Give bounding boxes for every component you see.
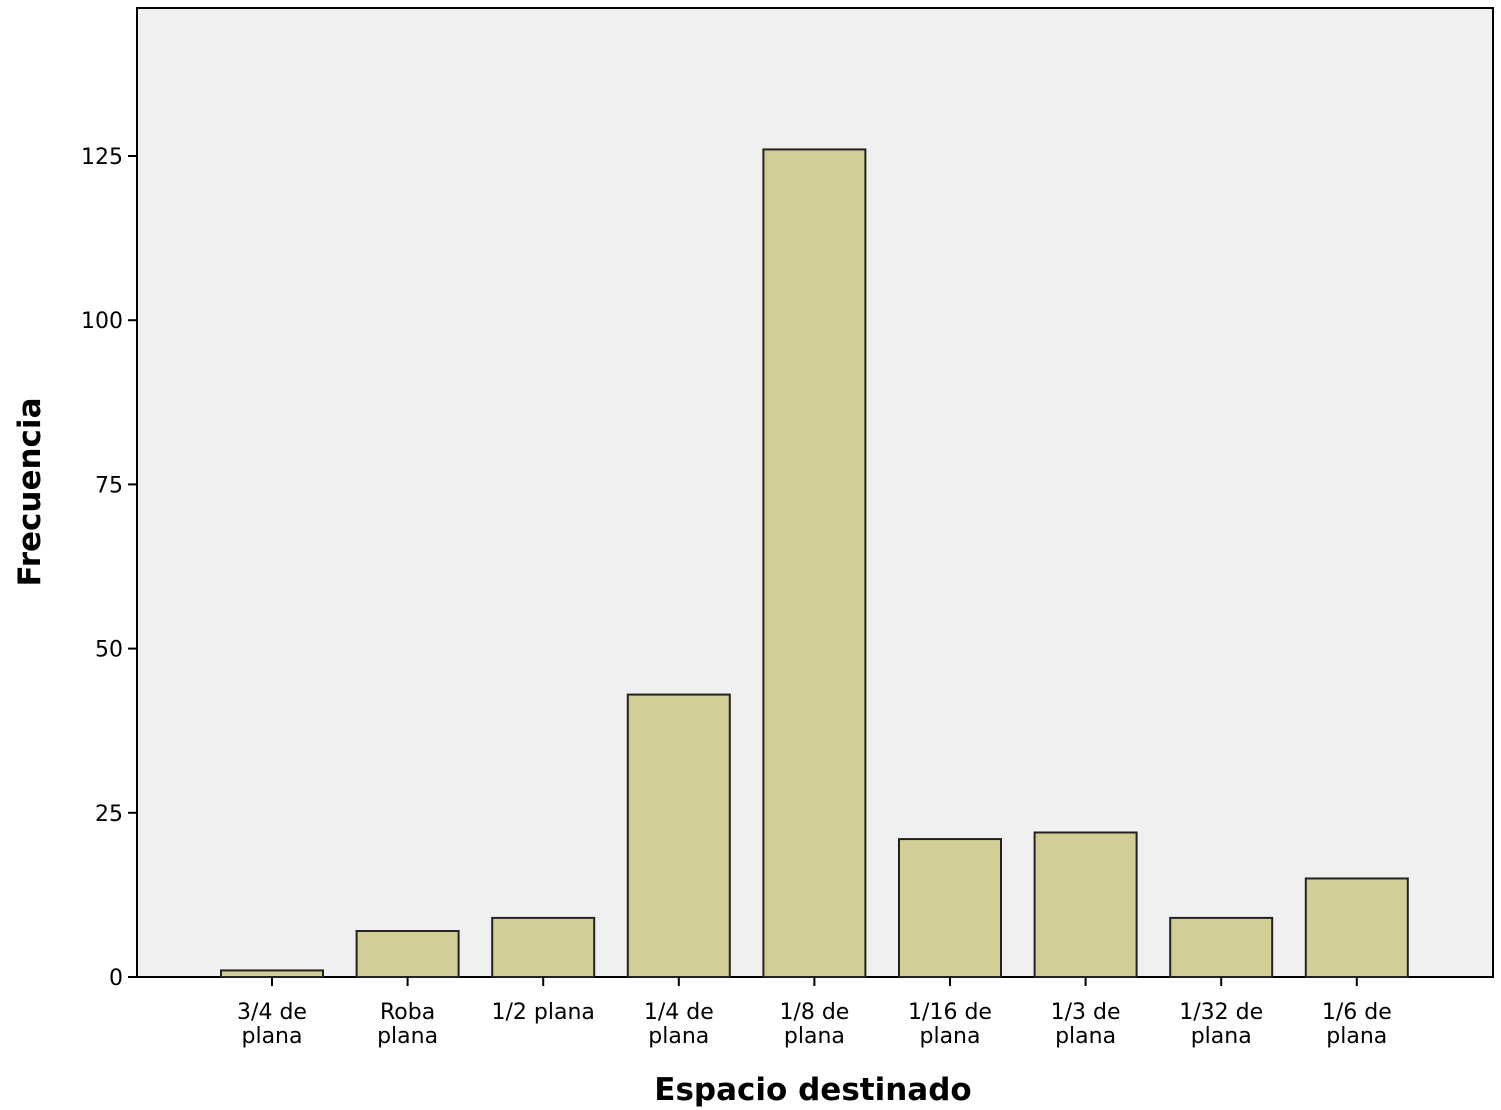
- x-tick-label: 1/16 de plana: [908, 1000, 992, 1049]
- y-tick-label: 100: [81, 309, 123, 334]
- x-tick-label: 1/8 de plana: [779, 1000, 849, 1049]
- bar: [762, 148, 867, 978]
- bar: [1304, 877, 1409, 978]
- y-axis: 0 25 50 75 100 125: [81, 145, 137, 991]
- bar: [491, 916, 596, 978]
- x-tick-label: 1/4 de plana: [644, 1000, 714, 1049]
- x-tick-label: 3/4 de plana: [237, 1000, 307, 1049]
- x-tick-label: 1/32 de plana: [1179, 1000, 1263, 1049]
- x-tick-label: 1/3 de plana: [1051, 1000, 1121, 1049]
- y-axis-title: Frecuencia: [12, 398, 48, 587]
- bar: [355, 930, 460, 978]
- y-tick-label: 50: [95, 638, 123, 663]
- bar: [1169, 916, 1274, 978]
- y-tick-label: 75: [95, 473, 123, 498]
- y-tick-label: 125: [81, 145, 123, 170]
- x-axis: 3/4 de plana Roba plana 1/2 plana 1/4 de plana…: [237, 977, 1392, 1049]
- x-axis-title: Espacio destinado: [654, 1072, 971, 1108]
- y-tick-label: 0: [109, 966, 123, 991]
- bar: [1033, 831, 1138, 979]
- y-tick-label: 25: [95, 802, 123, 827]
- x-tick-label: 1/2 plana: [492, 1000, 595, 1025]
- x-tick-label: Roba plana: [377, 1000, 438, 1049]
- x-tick-label: 1/6 de plana: [1322, 1000, 1392, 1049]
- bar: [626, 693, 731, 978]
- bars-group: [220, 148, 1409, 979]
- bar: [220, 969, 324, 979]
- bar: [898, 838, 1002, 979]
